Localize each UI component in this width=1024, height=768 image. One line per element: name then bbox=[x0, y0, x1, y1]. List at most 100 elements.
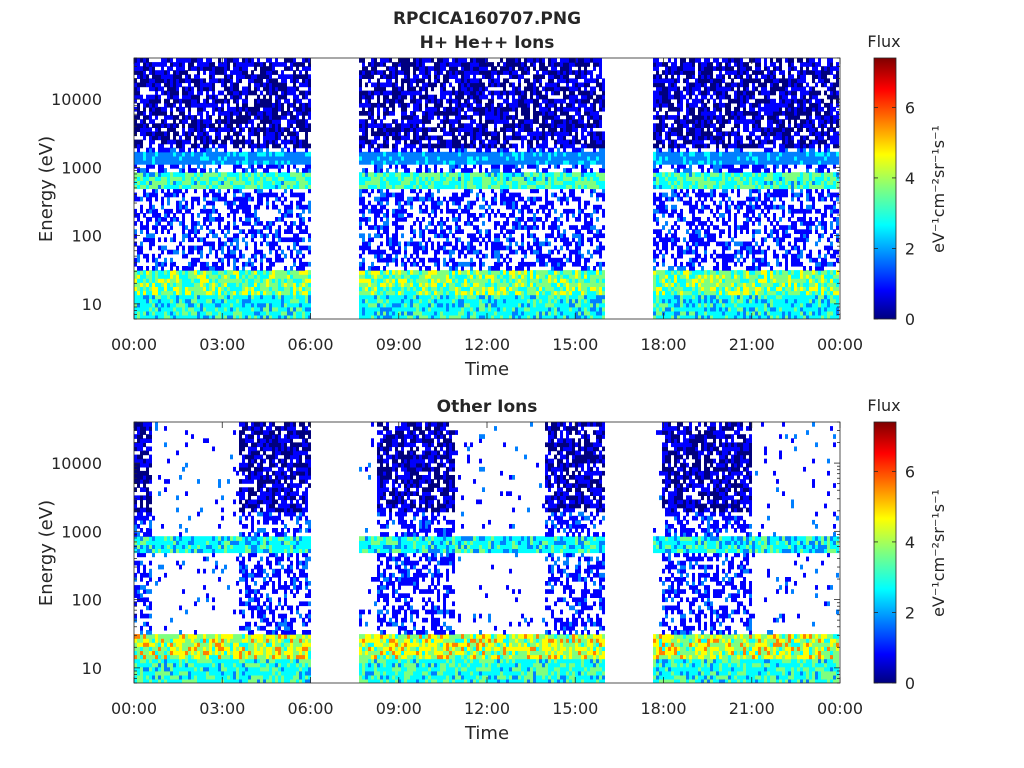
heatmap-cell bbox=[182, 147, 185, 153]
heatmap-cell bbox=[137, 111, 140, 116]
heatmap-cell bbox=[455, 217, 458, 222]
heatmap-cell bbox=[305, 155, 308, 161]
heatmap-cell bbox=[404, 102, 407, 108]
heatmap-cell bbox=[404, 131, 407, 137]
heatmap-cell bbox=[305, 225, 308, 230]
heatmap-cell bbox=[461, 74, 464, 79]
heatmap-cell bbox=[365, 70, 368, 75]
heatmap-cell bbox=[281, 111, 284, 116]
heatmap-cell bbox=[152, 208, 155, 214]
heatmap-cell bbox=[419, 225, 422, 230]
heatmap-cell bbox=[470, 310, 473, 316]
heatmap-cell bbox=[158, 302, 161, 308]
heatmap-cell bbox=[158, 282, 161, 287]
heatmap-cell bbox=[152, 123, 155, 128]
heatmap-cell bbox=[203, 147, 206, 153]
heatmap-cell bbox=[377, 70, 380, 75]
heatmap-cell bbox=[374, 282, 377, 287]
heatmap-cell bbox=[161, 164, 164, 169]
heatmap-cell bbox=[269, 266, 272, 271]
heatmap-cell bbox=[146, 310, 149, 316]
heatmap-cell bbox=[266, 106, 269, 112]
heatmap-cell bbox=[416, 115, 419, 120]
heatmap-cell bbox=[284, 286, 287, 292]
heatmap-cell bbox=[464, 294, 467, 300]
heatmap-cell bbox=[248, 62, 251, 67]
heatmap-cell bbox=[194, 172, 197, 177]
heatmap-cell bbox=[239, 78, 242, 84]
heatmap-cell bbox=[377, 86, 380, 92]
heatmap-cell bbox=[257, 74, 260, 79]
heatmap-cell bbox=[386, 94, 389, 100]
heatmap-cell bbox=[446, 302, 449, 308]
heatmap-cell bbox=[398, 192, 401, 198]
heatmap-cell bbox=[173, 249, 176, 255]
heatmap-cell bbox=[467, 102, 470, 108]
heatmap-cell bbox=[137, 70, 140, 75]
heatmap-cell bbox=[305, 58, 308, 63]
heatmap-cell bbox=[233, 131, 236, 137]
heatmap-cell bbox=[419, 155, 422, 161]
heatmap-cell bbox=[209, 270, 212, 275]
heatmap-cell bbox=[455, 115, 458, 120]
heatmap-cell bbox=[440, 229, 443, 234]
heatmap-cell bbox=[422, 233, 425, 239]
heatmap-cell bbox=[206, 160, 209, 165]
heatmap-cell bbox=[482, 94, 485, 100]
heatmap-cell bbox=[254, 102, 257, 108]
heatmap-cell bbox=[140, 184, 143, 190]
heatmap-cell bbox=[239, 274, 242, 279]
heatmap-cell bbox=[260, 164, 263, 169]
heatmap-cell bbox=[452, 282, 455, 287]
heatmap-cell bbox=[473, 217, 476, 222]
heatmap-cell bbox=[155, 90, 158, 96]
heatmap-cell bbox=[485, 310, 488, 316]
heatmap-cell bbox=[179, 66, 182, 71]
heatmap-cell bbox=[149, 151, 152, 157]
heatmap-cell bbox=[176, 192, 179, 198]
heatmap-cell bbox=[380, 310, 383, 316]
heatmap-cell bbox=[479, 155, 482, 161]
heatmap-cell bbox=[392, 274, 395, 279]
heatmap-cell bbox=[491, 274, 494, 279]
heatmap-cell bbox=[488, 172, 491, 177]
heatmap-cell bbox=[479, 115, 482, 120]
heatmap-cell bbox=[470, 127, 473, 132]
heatmap-cell bbox=[476, 78, 479, 84]
heatmap-cell bbox=[233, 282, 236, 287]
heatmap-cell bbox=[224, 115, 227, 120]
heatmap-cell bbox=[392, 241, 395, 247]
heatmap-cell bbox=[149, 127, 152, 132]
heatmap-cell bbox=[473, 62, 476, 67]
heatmap-cell bbox=[233, 106, 236, 112]
heatmap-cell bbox=[395, 233, 398, 239]
heatmap-cell bbox=[251, 213, 254, 218]
heatmap-cell bbox=[251, 233, 254, 239]
heatmap-cell bbox=[218, 127, 221, 132]
heatmap-cell bbox=[236, 139, 239, 145]
heatmap-cell bbox=[455, 143, 458, 149]
heatmap-cell bbox=[470, 278, 473, 283]
heatmap-cell bbox=[161, 188, 164, 194]
heatmap-cell bbox=[185, 86, 188, 92]
heatmap-cell bbox=[449, 180, 452, 185]
heatmap-cell bbox=[428, 184, 431, 190]
heatmap-cell bbox=[218, 78, 221, 84]
heatmap-cell bbox=[290, 139, 293, 145]
heatmap-cell bbox=[374, 196, 377, 202]
heatmap-cell bbox=[155, 294, 158, 300]
heatmap-cell bbox=[371, 90, 374, 96]
heatmap-cell bbox=[134, 86, 137, 92]
heatmap-cell bbox=[359, 184, 362, 190]
heatmap-cell bbox=[158, 298, 161, 304]
heatmap-cell bbox=[197, 135, 200, 141]
heatmap-cell bbox=[134, 261, 137, 267]
heatmap-cell bbox=[455, 172, 458, 177]
heatmap-cell bbox=[482, 274, 485, 279]
heatmap-cell bbox=[227, 298, 230, 304]
heatmap-cell bbox=[497, 119, 500, 124]
heatmap-cell bbox=[308, 180, 311, 185]
heatmap-cell bbox=[167, 155, 170, 161]
heatmap-cell bbox=[428, 290, 431, 296]
